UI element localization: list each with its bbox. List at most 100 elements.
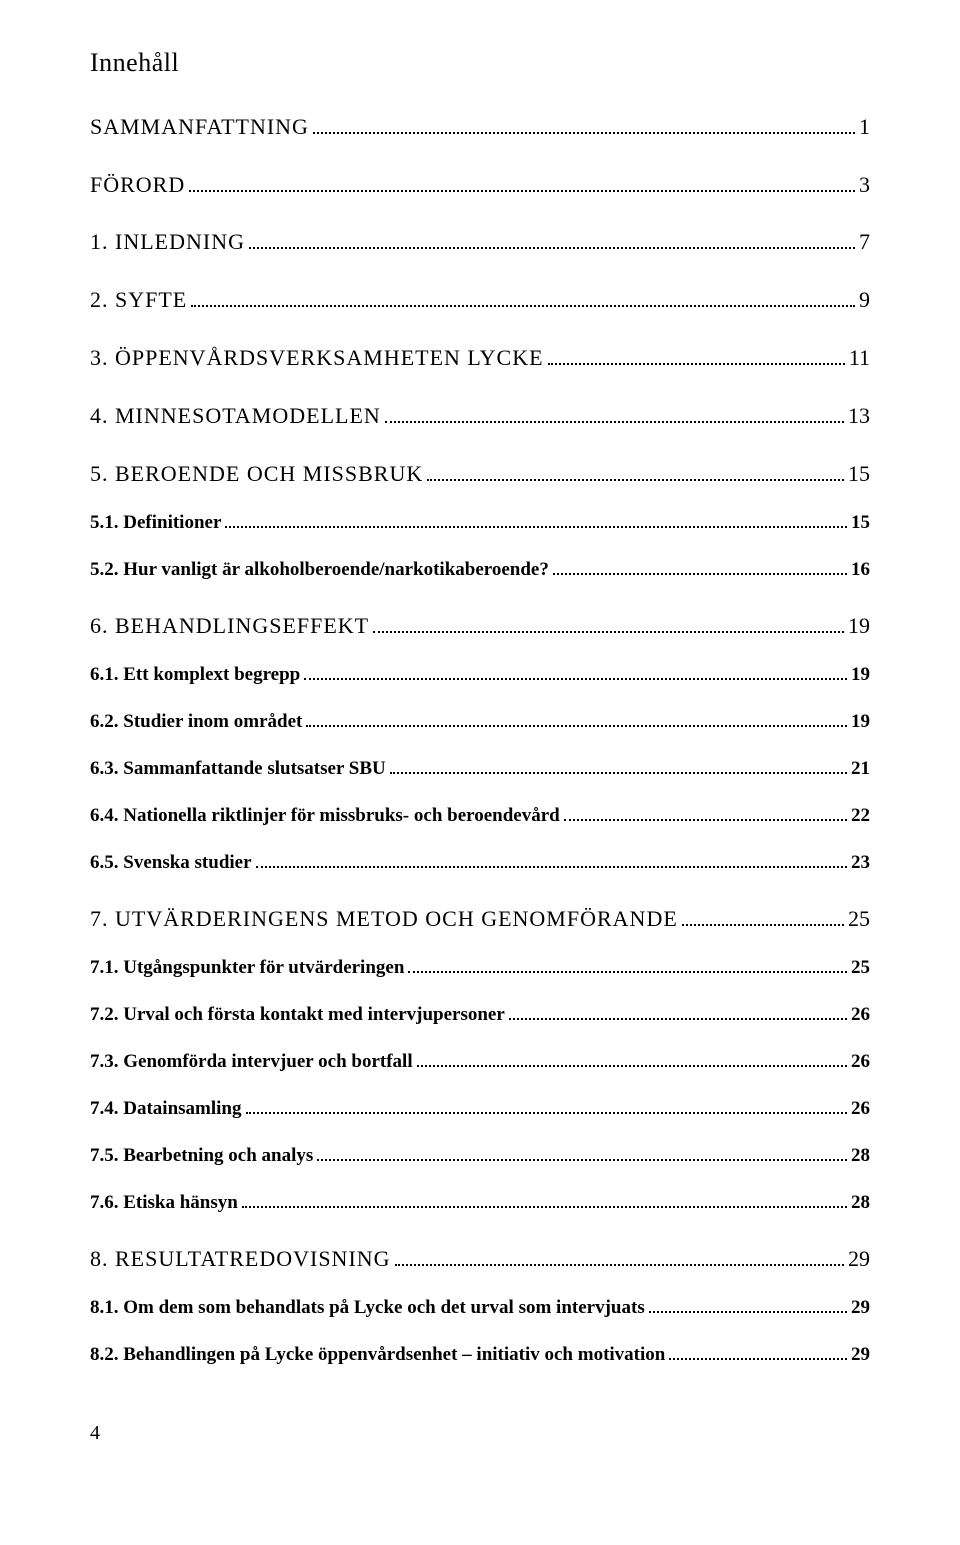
toc-entry-label: 4. MINNESOTAMODELLEN [90, 403, 381, 429]
toc-entry-label: 7.2. Urval och första kontakt med interv… [90, 1004, 505, 1026]
toc-entry: FÖRORD 3 [90, 170, 870, 198]
toc-entry: 8. RESULTATREDOVISNING 29 [90, 1244, 870, 1272]
toc-leader-dots [189, 170, 855, 192]
toc-leader-dots [256, 849, 847, 868]
toc-entry-page: 13 [848, 403, 870, 429]
toc-entry: 7.1. Utgångspunkter för utvärderingen 25 [90, 954, 870, 979]
toc-leader-dots [249, 228, 855, 250]
toc-entry: 7.4. Datainsamling 26 [90, 1095, 870, 1120]
toc-entry-page: 19 [848, 613, 870, 639]
toc-entry-label: 5.1. Definitioner [90, 512, 221, 534]
toc-leader-dots [649, 1294, 847, 1313]
toc-entry-label: 7.6. Etiska hänsyn [90, 1192, 238, 1214]
toc-entry-label: 7.1. Utgångspunkter för utvärderingen [90, 957, 404, 979]
toc-entry-label: 5. BEROENDE OCH MISSBRUK [90, 461, 423, 487]
toc-entry-page: 22 [851, 805, 870, 827]
toc-leader-dots [509, 1001, 847, 1020]
toc-entry-label: 8.1. Om dem som behandlats på Lycke och … [90, 1297, 645, 1319]
toc-entry-page: 21 [851, 758, 870, 780]
toc-entry-page: 28 [851, 1145, 870, 1167]
toc-entry-page: 26 [851, 1051, 870, 1073]
toc-entry: 5.1. Definitioner 15 [90, 509, 870, 534]
toc-entry-label: 6.2. Studier inom området [90, 711, 302, 733]
toc-entry-label: 7.5. Bearbetning och analys [90, 1145, 313, 1167]
toc-entry-label: 8.2. Behandlingen på Lycke öppenvårdsenh… [90, 1344, 665, 1366]
toc-leader-dots [669, 1341, 847, 1360]
toc-leader-dots [408, 954, 847, 973]
toc-entry: 8.1. Om dem som behandlats på Lycke och … [90, 1294, 870, 1319]
toc-entry-page: 26 [851, 1004, 870, 1026]
toc-entry-page: 29 [851, 1344, 870, 1366]
toc-entry-page: 28 [851, 1192, 870, 1214]
toc-entry-page: 15 [851, 512, 870, 534]
toc-entry: 6.2. Studier inom området 19 [90, 708, 870, 733]
toc-entry: 7. UTVÄRDERINGENS METOD OCH GENOMFÖRANDE… [90, 904, 870, 932]
toc-leader-dots [682, 904, 844, 926]
toc-entry-page: 9 [859, 287, 870, 313]
toc-entry: 6.3. Sammanfattande slutsatser SBU 21 [90, 755, 870, 780]
toc-entry: 8.2. Behandlingen på Lycke öppenvårdsenh… [90, 1341, 870, 1366]
toc-title: Innehåll [90, 48, 870, 78]
toc-leader-dots [225, 509, 847, 528]
toc-entry-page: 3 [859, 172, 870, 198]
toc-entry-label: 8. RESULTATREDOVISNING [90, 1246, 391, 1272]
toc-leader-dots [306, 708, 847, 727]
toc-entry: 6.5. Svenska studier 23 [90, 849, 870, 874]
toc-leader-dots [313, 112, 855, 134]
toc-entry: 7.2. Urval och första kontakt med interv… [90, 1001, 870, 1026]
toc-leader-dots [304, 661, 847, 680]
toc-leader-dots [390, 755, 847, 774]
toc-leader-dots [395, 1244, 844, 1266]
toc-entry-label: FÖRORD [90, 172, 185, 198]
toc-container: SAMMANFATTNING 1 FÖRORD 3 1. INLEDNING7 2. SY… [90, 112, 870, 1366]
toc-entry-page: 29 [851, 1297, 870, 1319]
toc-entry-page: 29 [848, 1246, 870, 1272]
toc-entry-label: 7. UTVÄRDERINGENS METOD OCH GENOMFÖRANDE [90, 906, 678, 932]
toc-leader-dots [427, 459, 844, 481]
toc-leader-dots [191, 285, 855, 307]
toc-entry-page: 19 [851, 711, 870, 733]
toc-leader-dots [242, 1189, 847, 1208]
toc-leader-dots [373, 611, 844, 633]
toc-entry-page: 15 [848, 461, 870, 487]
toc-entry-page: 7 [859, 229, 870, 255]
toc-entry-page: 11 [849, 345, 870, 371]
toc-leader-dots [548, 343, 845, 365]
toc-leader-dots [417, 1048, 847, 1067]
toc-entry-label: 7.4. Datainsamling [90, 1098, 242, 1120]
toc-entry: 2. SYFTE 9 [90, 285, 870, 313]
toc-entry-page: 23 [851, 852, 870, 874]
toc-leader-dots [317, 1142, 847, 1161]
toc-entry-label: 2. SYFTE [90, 287, 187, 313]
toc-entry: 4. MINNESOTAMODELLEN 13 [90, 401, 870, 429]
page-number: 4 [90, 1422, 870, 1445]
toc-entry-page: 25 [848, 906, 870, 932]
toc-entry-label: 6. BEHANDLINGSEFFEKT [90, 613, 369, 639]
toc-entry: 6.1. Ett komplext begrepp 19 [90, 661, 870, 686]
toc-entry-page: 19 [851, 664, 870, 686]
toc-entry: 1. INLEDNING7 [90, 228, 870, 256]
toc-entry: 5.2. Hur vanligt är alkoholberoende/nark… [90, 556, 870, 581]
toc-leader-dots [564, 802, 847, 821]
toc-entry-label: 6.1. Ett komplext begrepp [90, 664, 300, 686]
toc-entry: 6. BEHANDLINGSEFFEKT 19 [90, 611, 870, 639]
toc-entry-label: 5.2. Hur vanligt är alkoholberoende/nark… [90, 559, 549, 581]
toc-entry: SAMMANFATTNING 1 [90, 112, 870, 140]
toc-entry-label: 6.4. Nationella riktlinjer för missbruks… [90, 805, 560, 827]
toc-entry-page: 25 [851, 957, 870, 979]
toc-entry-page: 26 [851, 1098, 870, 1120]
toc-entry: 7.6. Etiska hänsyn 28 [90, 1189, 870, 1214]
toc-leader-dots [385, 401, 844, 423]
toc-entry-label: SAMMANFATTNING [90, 114, 309, 140]
toc-entry: 7.5. Bearbetning och analys 28 [90, 1142, 870, 1167]
toc-entry: 6.4. Nationella riktlinjer för missbruks… [90, 802, 870, 827]
toc-leader-dots [246, 1095, 848, 1114]
toc-entry-label: 7.3. Genomförda intervjuer och bortfall [90, 1051, 413, 1073]
toc-leader-dots [553, 556, 847, 575]
toc-entry: 3. ÖPPENVÅRDSVERKSAMHETEN LYCKE 11 [90, 343, 870, 371]
toc-entry-label: 6.5. Svenska studier [90, 852, 252, 874]
toc-entry: 7.3. Genomförda intervjuer och bortfall 2… [90, 1048, 870, 1073]
toc-entry-page: 1 [859, 114, 870, 140]
toc-entry-label: 6.3. Sammanfattande slutsatser SBU [90, 758, 386, 780]
toc-entry-label: 3. ÖPPENVÅRDSVERKSAMHETEN LYCKE [90, 345, 544, 371]
